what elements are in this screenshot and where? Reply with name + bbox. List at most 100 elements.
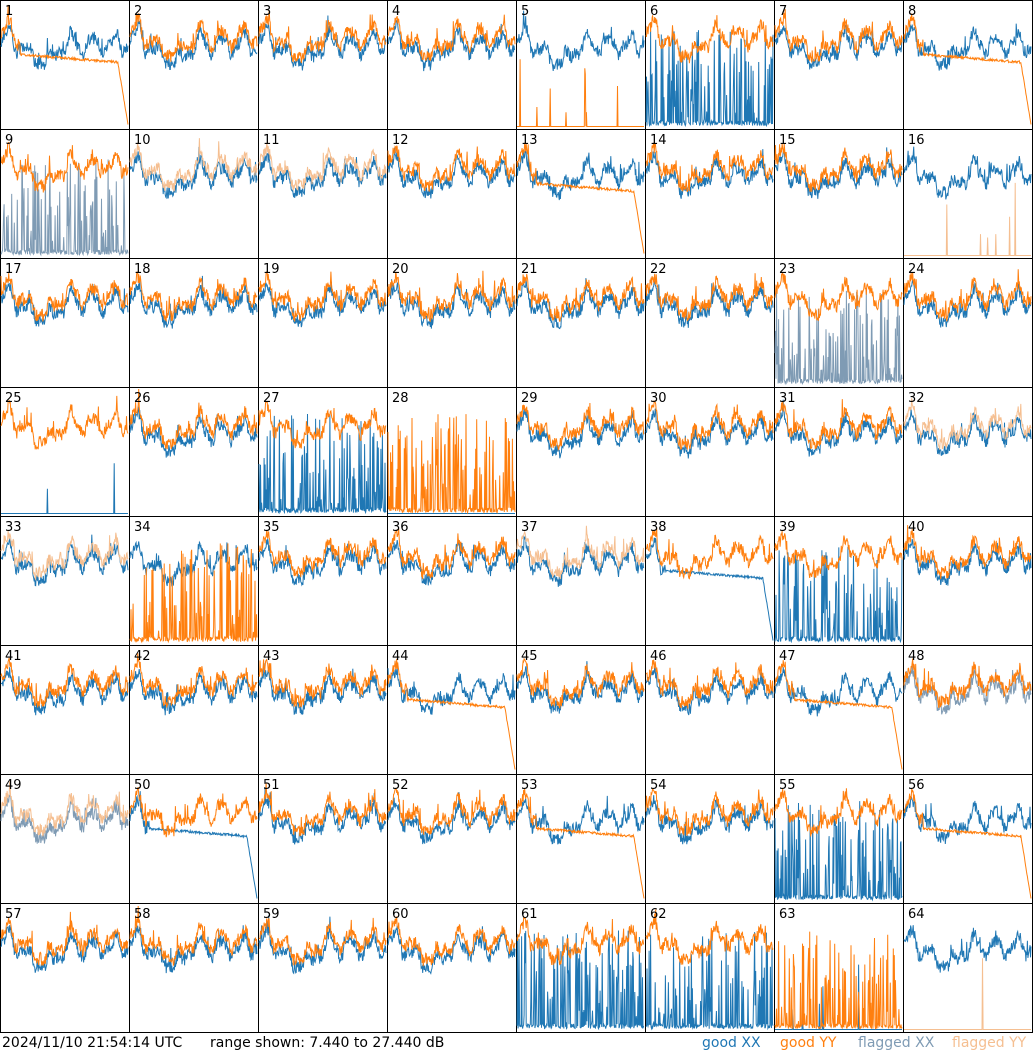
panel-4 — [387, 0, 517, 130]
panel-35-label: 35 — [263, 520, 280, 535]
footer: 2024/11/10 21:54:14 UTC range shown: 7.4… — [0, 1032, 1033, 1053]
panel-36 — [387, 516, 517, 646]
legend-good-xx: good XX — [702, 1035, 761, 1051]
panel-36-label: 36 — [392, 520, 409, 535]
panel-21-xx-line — [516, 278, 645, 330]
panel-51 — [258, 774, 388, 904]
timestamp: 2024/11/10 21:54:14 UTC — [2, 1035, 183, 1051]
panel-35-xx-line — [258, 538, 387, 587]
panel-45-xx-line — [516, 661, 645, 714]
panel-13-xx-line — [516, 150, 645, 201]
panel-44-label: 44 — [392, 649, 409, 664]
panel-5-xx-line — [516, 10, 645, 71]
panel-47 — [774, 645, 904, 775]
panel-50-label: 50 — [134, 778, 151, 793]
panel-23-label: 23 — [779, 262, 796, 277]
panel-44-xx-line — [387, 666, 516, 715]
panel-4-label: 4 — [392, 4, 400, 19]
panel-2-label: 2 — [134, 4, 142, 19]
panel-3-label: 3 — [263, 4, 271, 19]
panel-46-label: 46 — [650, 649, 667, 664]
panel-55-xx-line — [774, 801, 903, 902]
panel-47-yy-line — [774, 660, 903, 770]
panel-26-yy-line — [129, 388, 258, 450]
panel-26-xx-line — [129, 406, 258, 458]
panel-41 — [0, 645, 130, 775]
panel-39-yy-line — [774, 531, 903, 578]
panel-49-label: 49 — [5, 778, 22, 793]
panel-37-label: 37 — [521, 520, 538, 535]
panel-33 — [0, 516, 130, 646]
panel-8-xx-line — [903, 23, 1032, 71]
panel-40-yy-line — [903, 525, 1032, 580]
panel-60-label: 60 — [392, 907, 409, 922]
panel-20-label: 20 — [392, 262, 409, 277]
panel-50-yy-line — [129, 787, 258, 838]
panel-3-yy-line — [258, 10, 387, 64]
panel-1-label: 1 — [5, 4, 13, 19]
panel-13-yy-line — [516, 142, 645, 254]
panel-7-yy-line — [774, 9, 903, 63]
panel-16 — [903, 129, 1033, 259]
panel-64-xx-line — [903, 925, 1032, 973]
panel-57-label: 57 — [5, 907, 22, 922]
panel-11-yy-line — [258, 142, 387, 191]
panel-20 — [387, 258, 517, 388]
panel-23-yy-line — [774, 271, 903, 321]
panel-53-xx-line — [516, 795, 645, 845]
panel-26-label: 26 — [134, 391, 151, 406]
panel-46-yy-line — [645, 659, 774, 709]
panel-5-yy-line — [517, 59, 644, 127]
panel-55-label: 55 — [779, 778, 796, 793]
panel-35-yy-line — [258, 530, 387, 578]
panel-17-yy-line — [0, 273, 129, 322]
panel-25 — [0, 387, 130, 517]
panel-1 — [0, 0, 130, 130]
legend-flagged-xx: flagged XX — [858, 1035, 935, 1051]
panel-10-yy-line — [129, 138, 258, 192]
panel-56-xx-line — [903, 796, 1032, 845]
panel-12-label: 12 — [392, 133, 409, 148]
panel-50 — [129, 774, 259, 904]
panel-29-yy-line — [516, 402, 645, 451]
panel-13 — [516, 129, 646, 259]
panel-37 — [516, 516, 646, 646]
panel-36-yy-line — [387, 528, 516, 580]
panel-48-label: 48 — [908, 649, 925, 664]
panel-30 — [645, 387, 775, 517]
panel-58-label: 58 — [134, 907, 151, 922]
panel-16-label: 16 — [908, 133, 925, 148]
panel-1-yy-line — [0, 4, 129, 125]
panel-10-label: 10 — [134, 133, 151, 148]
panel-39-xx-line — [774, 546, 903, 644]
panel-9-label: 9 — [5, 133, 13, 148]
panel-18-yy-line — [129, 271, 258, 322]
panel-57-xx-line — [0, 925, 129, 973]
panel-10-xx-line — [129, 146, 258, 200]
panel-17-label: 17 — [5, 262, 22, 277]
panel-8 — [903, 0, 1033, 130]
panel-59 — [258, 903, 388, 1033]
panel-29-label: 29 — [521, 391, 538, 406]
panel-43 — [258, 645, 388, 775]
panel-2 — [129, 0, 259, 130]
panel-1-xx-line — [0, 24, 129, 70]
panel-40 — [903, 516, 1033, 646]
panel-56-yy-line — [903, 788, 1032, 899]
panel-8-label: 8 — [908, 4, 916, 19]
panel-24-xx-line — [903, 279, 1032, 328]
panel-21-yy-line — [516, 273, 645, 322]
panel-21-label: 21 — [521, 262, 538, 277]
panel-28-yy-line — [387, 414, 516, 515]
panel-38 — [645, 516, 775, 646]
panel-24-yy-line — [903, 269, 1032, 322]
panel-4-yy-line — [387, 14, 516, 61]
panel-59-yy-line — [258, 917, 387, 966]
panel-63-label: 63 — [779, 907, 796, 922]
panel-27-label: 27 — [263, 391, 280, 406]
panel-25-yy-line — [0, 395, 129, 450]
panel-61-yy-line — [516, 916, 645, 966]
panel-38-xx-line — [645, 537, 774, 641]
panel-49 — [0, 774, 130, 904]
panel-38-yy-line — [646, 527, 774, 580]
